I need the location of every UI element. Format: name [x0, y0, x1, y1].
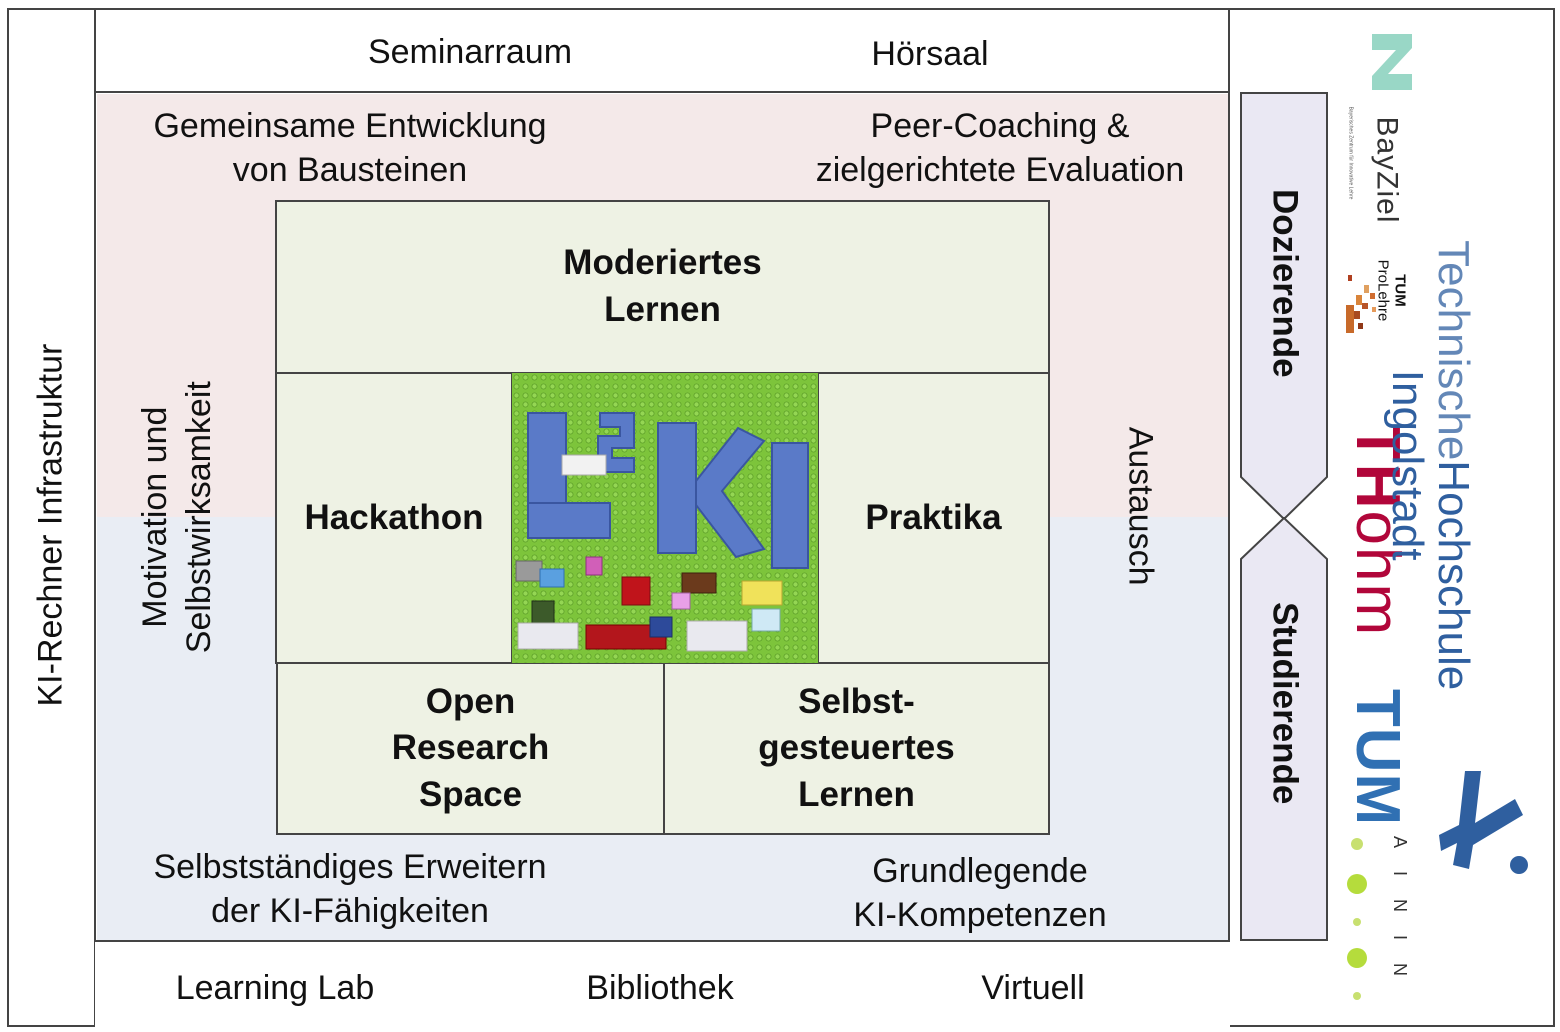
aininn-text-wrap: AININ [1290, 835, 1510, 998]
bayziel-logo-icon [1366, 30, 1418, 94]
tum-logo: TUM [1343, 688, 1413, 826]
room-virtuell: Virtuell [981, 968, 1085, 1007]
lego-blue-brick [539, 568, 565, 588]
format-moderated: Moderiertes Lernen [275, 200, 1050, 374]
lego-white-base-right [686, 620, 748, 652]
lego-logo-svg [512, 373, 818, 663]
lego-superscript-two [597, 412, 635, 473]
lego-darkgreen-brick [531, 600, 555, 624]
lego-white-brick [561, 454, 607, 476]
lego-letter-k-stem [657, 422, 697, 554]
lego-letter-k-arms [695, 426, 766, 559]
lego-navy-brick [649, 616, 673, 638]
lego-red-brick [621, 576, 651, 606]
aininn-text: AININ [1390, 835, 1411, 999]
thi-logo-icon [1435, 765, 1533, 885]
role-students-label: Studierende [1265, 601, 1305, 805]
format-practica: Praktika [817, 372, 1050, 664]
lego-pink-brick [671, 592, 691, 610]
role-students-shape [1240, 516, 1328, 941]
tum-logo-wrap: TUM [1318, 688, 1438, 825]
bayziel-subtitle: Bayerisches Zentrum für Innovative Lehre [1346, 106, 1353, 200]
goal-left-vertical: Motivation und Selbstwirksamkeit [135, 380, 218, 654]
lego-white-base-left [517, 622, 579, 650]
room-learning-lab: Learning Lab [175, 968, 375, 1007]
bottom-rooms-row [95, 940, 1230, 1027]
role-lecturers-shape [1240, 92, 1328, 521]
main-area [95, 8, 1230, 1027]
format-open-research: Open Research Space [276, 662, 665, 835]
role-lecturers-box [1240, 92, 1328, 521]
room-hoersaal: Hörsaal [871, 34, 989, 73]
lego-grey-brick [515, 560, 543, 582]
top-rooms-row [95, 8, 1230, 93]
lego-letter-i [771, 442, 809, 569]
role-lecturers-label: Dozierende [1265, 188, 1305, 378]
tum-prolehre-graphic [1344, 255, 1382, 335]
goal-top-left: Gemeinsame Entwicklung von Bausteinen [153, 107, 547, 190]
aininn-dots [1345, 830, 1375, 1010]
goal-bottom-left: Selbstständiges Erweitern der KI-Fähigke… [153, 848, 547, 931]
bayziel-subtitle-wrap: Bayerisches Zentrum für Innovative Lehre [1290, 107, 1410, 200]
lego-brown-brick [681, 572, 717, 594]
bayziel-logo-name: BayZiel [1370, 116, 1404, 224]
lego-yellow-brick [741, 580, 783, 606]
role-students-box [1240, 516, 1328, 942]
thi-logo-text: TechnischeHochschule Ingolstadt [1383, 239, 1479, 691]
lego-letter-l-foot [527, 502, 611, 539]
lego-magenta-brick [585, 556, 603, 576]
goal-right-vertical: Austausch [1121, 426, 1160, 586]
room-bibliothek: Bibliothek [586, 968, 734, 1007]
goal-top-right: Peer-Coaching & zielgerichtete Evaluatio… [815, 107, 1185, 190]
room-seminarraum: Seminarraum [367, 32, 573, 71]
infrastructure-bar [7, 8, 96, 1027]
goal-bottom-right: Grundlegende KI-Kompetenzen [853, 852, 1107, 935]
lego-l2ki-logo [512, 373, 818, 663]
format-self-directed: Selbst- gesteuertes Lernen [663, 662, 1050, 835]
lego-lightblue-brick [751, 608, 781, 632]
format-hackathon: Hackathon [275, 372, 513, 664]
thi-logo-text-wrap: TechnischeHochschule Ingolstadt [1220, 240, 1560, 690]
